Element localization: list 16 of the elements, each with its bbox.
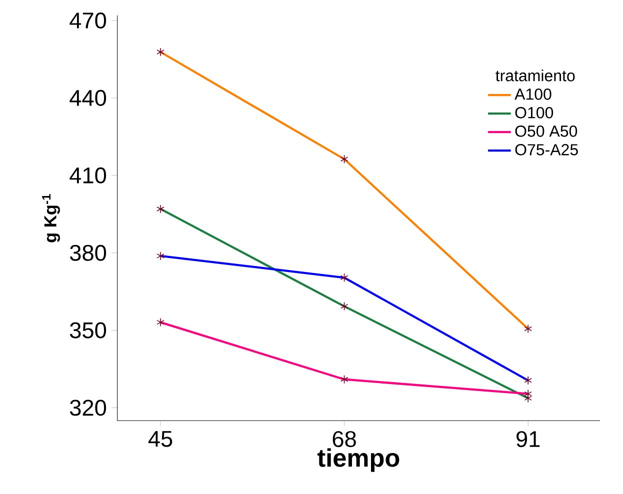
legend-label: O75-A25: [515, 144, 578, 156]
y-tick-label: 440: [70, 90, 106, 106]
y-tick-label: 380: [70, 244, 106, 261]
y-axis-title: g Kg$^{-1}$: [42, 194, 60, 242]
y-tick-label: 320: [70, 400, 106, 416]
y-tick-label: 470: [70, 12, 106, 29]
legend-label: O50 A50: [515, 126, 578, 137]
legend-label: A100: [514, 88, 552, 100]
y-tick-label: 350: [70, 322, 106, 338]
x-tick-label: 91: [516, 431, 540, 448]
x-tick-label: 45: [148, 431, 172, 447]
legend-label: O100: [515, 107, 554, 118]
x-tick-label: 68: [332, 431, 356, 448]
x-axis-title: tiempo: [317, 448, 400, 472]
legend-title: tratamiento: [496, 70, 575, 82]
y-tick-label: 410: [70, 167, 106, 184]
